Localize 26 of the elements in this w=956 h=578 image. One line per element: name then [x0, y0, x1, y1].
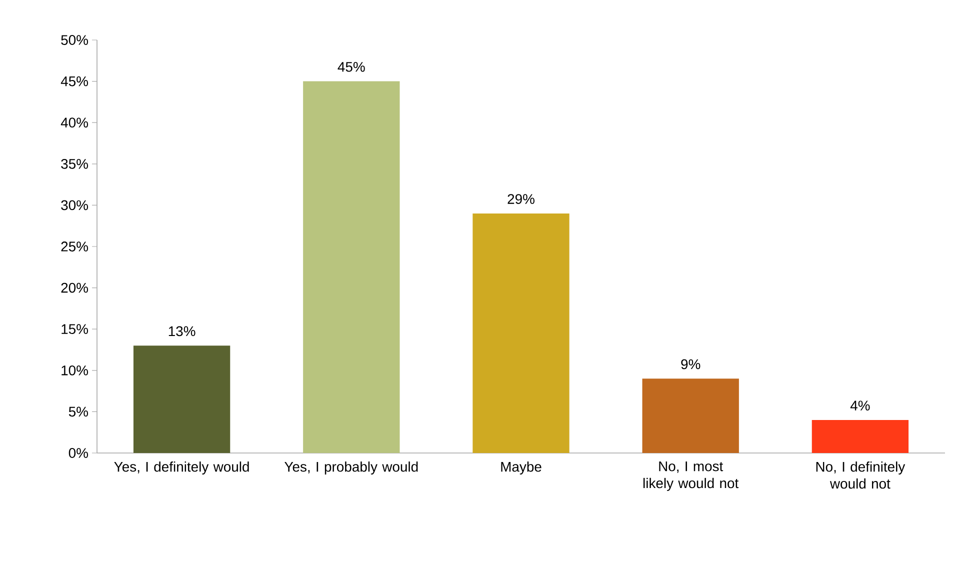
- y-tick-label: 20%: [61, 282, 88, 293]
- y-tick-label: 0%: [68, 448, 88, 458]
- data-label: 29%: [508, 194, 534, 204]
- data-label: 45%: [338, 62, 365, 72]
- x-tick-label: No, I definitely would not: [816, 462, 906, 489]
- x-tick-label: Yes, I probably would: [284, 462, 418, 474]
- data-label: 13%: [168, 326, 196, 336]
- bar: [133, 346, 230, 453]
- y-tick-label: 15%: [62, 324, 88, 334]
- y-tick-label: 35%: [61, 158, 88, 169]
- data-label: 4%: [850, 400, 870, 410]
- data-label: 9%: [681, 359, 700, 370]
- y-tick-label: 45%: [60, 76, 88, 86]
- y-tick-label: 5%: [68, 406, 88, 417]
- y-tick-label: 10%: [62, 365, 88, 376]
- y-tick-label: 50%: [61, 35, 88, 45]
- bar: [472, 213, 570, 453]
- y-tick-label: 30%: [61, 200, 88, 210]
- y-tick-label: 25%: [61, 242, 88, 252]
- x-tick-label: No, I most likely would not: [643, 462, 739, 491]
- bar: [642, 378, 739, 453]
- x-tick-label: Maybe: [501, 462, 542, 474]
- bar: [303, 81, 400, 453]
- y-tick-label: 40%: [60, 118, 88, 128]
- bar: [812, 420, 909, 453]
- x-tick-label: Yes, I definitely would: [114, 462, 249, 474]
